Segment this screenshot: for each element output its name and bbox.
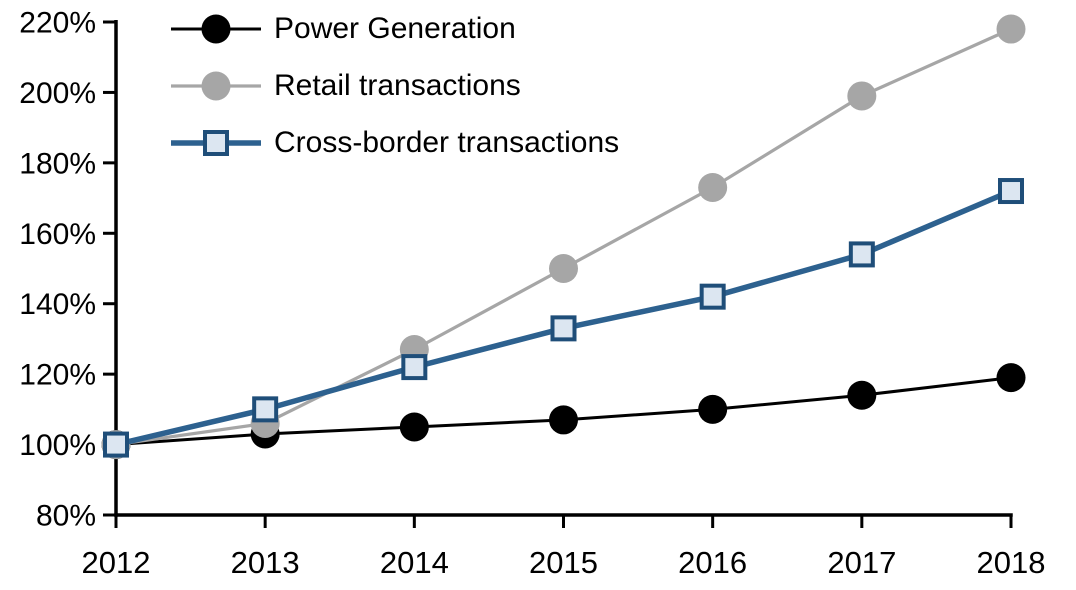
legend-item-cross-border-transactions: Cross-border transactions [170,128,619,158]
data-point-circle [399,412,429,442]
y-tick-label: 200% [19,77,96,110]
legend-marker-power-generation-icon [171,14,261,44]
data-point-circle [201,14,231,44]
data-point-circle [996,14,1026,44]
x-tick-label: 2012 [82,545,151,580]
data-point-square [998,178,1024,205]
y-tick-label: 160% [19,218,96,251]
y-tick-label: 80% [36,500,96,533]
data-point-circle [847,81,877,111]
data-point-circle [698,173,728,203]
y-tick-label: 120% [19,359,96,392]
data-point-circle [698,394,728,424]
data-point-circle [201,71,231,101]
legend-label-power-generation: Power Generation [274,12,516,45]
legend-item-retail-transactions: Retail transactions [170,71,619,101]
y-tick-label: 220% [19,7,96,40]
x-tick-label: 2013 [231,545,300,580]
x-tick-label: 2017 [827,545,896,580]
data-point-circle [847,380,877,410]
legend-marker-retail-transactions-icon [171,71,261,101]
y-tick-label: 180% [19,147,96,180]
legend-label-retail-transactions: Retail transactions [274,69,521,102]
data-point-square [103,431,129,458]
legend-item-power-generation: Power Generation [170,14,619,44]
data-point-circle [996,363,1026,393]
data-point-circle [549,405,578,435]
x-tick-label: 2016 [678,545,747,580]
legend-marker-cross-border-transactions-icon [171,130,261,156]
data-point-circle [549,254,578,283]
data-point-square [203,130,229,156]
chart-legend: Power Generation Retail transactions Cro… [170,14,619,158]
y-tick-label: 140% [19,288,96,321]
legend-label-cross-border-transactions: Cross-border transactions [274,126,620,159]
data-point-square [550,315,577,342]
x-tick-label: 2018 [977,545,1046,580]
data-point-square [401,354,428,381]
data-point-square [699,283,726,310]
data-point-square [252,396,279,423]
y-tick-label: 100% [19,429,96,462]
data-point-square [848,241,875,268]
x-tick-label: 2014 [380,545,449,580]
x-tick-label: 2015 [529,545,598,580]
